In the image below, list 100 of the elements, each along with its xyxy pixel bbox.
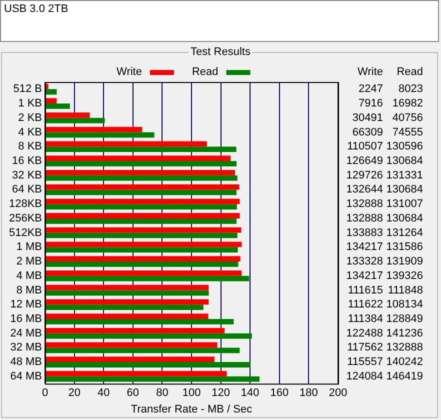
bar: [46, 247, 238, 253]
text: 130684: [386, 184, 423, 196]
text: 111848: [388, 284, 423, 296]
bar: [46, 342, 218, 348]
y-tick-label: 64 KB: [12, 184, 42, 196]
bar: [46, 262, 238, 267]
text: 128849: [386, 313, 423, 326]
bar: [46, 256, 240, 262]
y-tick-label: 4 KB: [18, 126, 42, 138]
chart-title: USB 3.0 2TB: [4, 3, 68, 15]
text: 111615: [348, 284, 383, 296]
text: 131007: [386, 198, 423, 210]
text: 111622: [348, 298, 383, 311]
text: 131586: [386, 241, 423, 254]
bar: [46, 204, 237, 210]
bar: [46, 348, 240, 354]
y-tick-label: 16 KB: [12, 155, 42, 168]
bar: [46, 190, 236, 196]
y-tick-label: 32 KB: [12, 169, 42, 182]
text: 132644: [346, 184, 383, 196]
text: 8023: [398, 83, 423, 96]
text: 131264: [386, 226, 423, 239]
text: 30491: [352, 112, 383, 124]
bar: [46, 362, 250, 368]
x-tick-label: 120: [212, 387, 230, 400]
bar: [46, 198, 240, 204]
bar: [46, 98, 57, 104]
text: 140242: [386, 356, 423, 368]
y-tick-label: 12 MB: [10, 298, 42, 311]
y-tick-label: 48 MB: [10, 356, 42, 368]
text: 132888: [386, 342, 423, 354]
text: 134217: [346, 270, 383, 282]
text: 139326: [386, 270, 423, 282]
bar: [46, 328, 224, 334]
text: 141236: [386, 327, 423, 340]
bar: [46, 299, 209, 305]
bar: [46, 112, 90, 118]
text: 129726: [346, 169, 383, 182]
bar: [46, 318, 234, 324]
text: 134217: [346, 241, 383, 254]
bar: [46, 89, 57, 95]
bar: [46, 314, 208, 319]
x-tick-label: 20: [68, 387, 80, 400]
legend-label: Write: [116, 66, 142, 78]
text: 110507: [347, 140, 383, 153]
text: Write: [358, 66, 383, 78]
y-tick-label: 32 MB: [10, 342, 42, 354]
bar: [46, 118, 105, 124]
text: 130684: [386, 212, 423, 224]
y-tick-label: 2 KB: [18, 112, 42, 124]
bar: [46, 333, 252, 339]
bar: [46, 304, 204, 310]
bar: [46, 371, 227, 376]
x-tick-label: 0: [42, 387, 48, 400]
y-tick-label: 2 MB: [16, 256, 42, 268]
bar: [46, 276, 250, 282]
bar: [46, 218, 236, 224]
y-tick-label: 24 MB: [10, 327, 42, 340]
bar: [46, 376, 260, 382]
y-tick-label: 16 MB: [10, 313, 42, 326]
y-tick-label: 256KB: [8, 212, 42, 224]
bar: [46, 232, 238, 238]
text: 132888: [346, 212, 383, 224]
x-tick-label: 60: [126, 387, 140, 400]
text: 132888: [346, 198, 383, 210]
y-tick-label: 512 B: [13, 83, 42, 96]
text: 115557: [347, 356, 383, 368]
text: 133328: [346, 256, 383, 268]
y-tick-label: 512KB: [8, 226, 42, 239]
x-tick-label: 80: [156, 387, 168, 400]
text: 131909: [386, 256, 423, 268]
bar: [46, 175, 238, 181]
bar: [46, 356, 214, 362]
x-tick-label: 140: [240, 387, 260, 400]
y-tick-label: 1 KB: [18, 98, 42, 110]
y-tick-label: 128KB: [8, 198, 42, 210]
text: 16982: [392, 98, 423, 110]
text: 74555: [392, 126, 423, 138]
text: 130684: [386, 155, 423, 168]
text: 130596: [386, 140, 423, 153]
y-tick-label: 8 KB: [18, 140, 42, 153]
bar: [46, 270, 242, 276]
text: 2247: [358, 83, 383, 96]
bar: [46, 170, 236, 176]
bar: [46, 146, 236, 152]
text: 117562: [347, 342, 383, 354]
x-tick-label: 160: [270, 387, 289, 400]
text: 133883: [346, 226, 383, 239]
x-tick-label: 180: [300, 387, 318, 400]
chart-subtitle: Test Results: [188, 46, 252, 58]
bar: [46, 290, 209, 296]
bar: [46, 227, 242, 233]
y-tick-label: 4 MB: [16, 270, 42, 282]
bar: [46, 126, 142, 132]
x-tick-label: 200: [328, 387, 348, 400]
bar: [46, 141, 207, 147]
text: 122488: [346, 327, 383, 340]
y-tick-label: 8 MB: [16, 284, 42, 296]
bar: [46, 184, 240, 190]
text: 126649: [346, 155, 383, 168]
